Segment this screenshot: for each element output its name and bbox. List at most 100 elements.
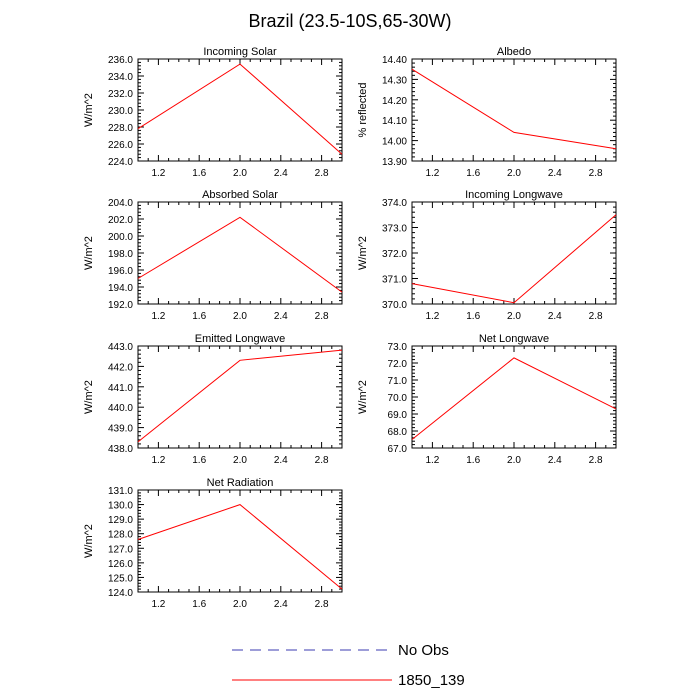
x-tick-label: 2.8 (315, 168, 329, 179)
x-tick-label: 2.0 (233, 311, 247, 322)
plot-frame (411, 201, 617, 305)
y-tick-label: 442.0 (108, 362, 133, 373)
y-tick-label: 200.0 (108, 232, 133, 243)
y-tick-label: 374.0 (382, 198, 407, 209)
y-tick-label: 14.30 (382, 75, 407, 86)
x-tick-label: 2.0 (233, 168, 247, 179)
y-tick-label: 232.0 (108, 89, 133, 100)
y-tick-label: 14.20 (382, 96, 407, 107)
y-axis-label: % reflected (357, 82, 369, 137)
y-tick-label: 14.40 (382, 55, 407, 66)
y-tick-label: 196.0 (108, 266, 133, 277)
chart-panels: Incoming Solar W/m^2 1.2 1.6 2.0 2.4 2.8 224.0 2… (83, 46, 617, 610)
chart-panel-7: Net Radiation W/m^2 1.2 1.6 2.0 2.4 2.8 124.0 12… (83, 477, 343, 610)
legend: No Obs 1850_139 (232, 642, 465, 689)
y-tick-label: 440.0 (108, 403, 133, 414)
series-line-1850_139 (137, 216, 343, 293)
x-tick-label: 2.4 (274, 311, 288, 322)
plot-frame (411, 345, 617, 449)
y-tick-label: 127.0 (108, 544, 133, 555)
x-tick-label: 1.6 (192, 455, 206, 466)
y-tick-label: 192.0 (108, 300, 133, 311)
plot-frame (137, 58, 343, 162)
y-tick-label: 126.0 (108, 559, 133, 570)
y-tick-label: 439.0 (108, 424, 133, 435)
x-tick-label: 2.0 (507, 455, 521, 466)
y-tick-label: 234.0 (108, 72, 133, 83)
y-axis-label: W/m^2 (83, 524, 95, 558)
y-tick-label: 370.0 (382, 300, 407, 311)
x-tick-label: 2.8 (315, 455, 329, 466)
x-tick-label: 1.6 (466, 455, 480, 466)
x-tick-label: 1.2 (151, 311, 165, 322)
chart-panel-6: Net Longwave W/m^2 1.2 1.6 2.0 2.4 2.8 67.0 68.0… (357, 333, 617, 466)
chart-title: Net Radiation (207, 477, 274, 489)
y-tick-label: 204.0 (108, 198, 133, 209)
chart-panel-5: Emitted Longwave W/m^2 1.2 1.6 2.0 2.4 2.8 438.… (83, 333, 343, 466)
series-line-1850_139 (411, 214, 617, 304)
x-tick-label: 1.2 (151, 168, 165, 179)
x-tick-label: 1.2 (151, 599, 165, 610)
y-tick-label: 71.0 (388, 376, 408, 387)
legend-label-1850-139: 1850_139 (398, 672, 465, 689)
y-axis-label: W/m^2 (83, 236, 95, 270)
series-line-1850_139 (137, 349, 343, 443)
x-tick-label: 2.0 (233, 599, 247, 610)
x-tick-label: 2.8 (315, 599, 329, 610)
chart-panel-2: Albedo % reflected 1.2 1.6 2.0 2.4 2.8 13.90 14.… (357, 46, 617, 179)
series-line-1850_139 (411, 357, 617, 440)
x-tick-label: 1.2 (151, 455, 165, 466)
x-tick-label: 1.2 (425, 168, 439, 179)
x-tick-label: 2.8 (589, 168, 603, 179)
page-title: Brazil (23.5-10S,65-30W) (248, 11, 451, 31)
y-tick-label: 373.0 (382, 224, 407, 235)
x-tick-label: 2.0 (507, 311, 521, 322)
y-tick-label: 236.0 (108, 55, 133, 66)
y-tick-label: 69.0 (388, 410, 408, 421)
y-tick-label: 230.0 (108, 106, 133, 117)
plot-frame (137, 489, 343, 593)
y-tick-label: 68.0 (388, 427, 408, 438)
chart-title: Albedo (497, 46, 531, 58)
x-tick-label: 2.4 (548, 455, 562, 466)
chart-title: Net Longwave (479, 333, 549, 345)
x-tick-label: 1.6 (466, 311, 480, 322)
chart-panel-3: Absorbed Solar W/m^2 1.2 1.6 2.0 2.4 2.8 192.0 1… (83, 189, 343, 322)
chart-title: Incoming Solar (203, 46, 277, 58)
x-tick-label: 2.0 (507, 168, 521, 179)
x-tick-label: 1.6 (192, 311, 206, 322)
x-tick-label: 2.4 (274, 599, 288, 610)
x-tick-label: 1.6 (192, 168, 206, 179)
chart-title: Incoming Longwave (465, 189, 563, 201)
x-tick-label: 1.2 (425, 311, 439, 322)
y-tick-label: 443.0 (108, 342, 133, 353)
y-tick-label: 124.0 (108, 588, 133, 599)
legend-label-no-obs: No Obs (398, 642, 449, 659)
y-tick-label: 131.0 (108, 486, 133, 497)
y-axis-label: W/m^2 (83, 93, 95, 127)
series-line-1850_139 (137, 63, 343, 155)
plot-frame (411, 58, 617, 162)
y-tick-label: 72.0 (388, 359, 408, 370)
y-tick-label: 14.10 (382, 116, 407, 127)
y-tick-label: 128.0 (108, 530, 133, 541)
y-tick-label: 13.90 (382, 157, 407, 168)
plot-frame (137, 345, 343, 449)
y-tick-label: 224.0 (108, 157, 133, 168)
y-axis-label: W/m^2 (83, 380, 95, 414)
y-axis-label: W/m^2 (357, 236, 369, 270)
x-tick-label: 2.4 (274, 168, 288, 179)
y-tick-label: 198.0 (108, 249, 133, 260)
series-line-1850_139 (137, 504, 343, 590)
x-tick-label: 1.6 (466, 168, 480, 179)
x-tick-label: 2.4 (548, 168, 562, 179)
chart-panel-4: Incoming Longwave W/m^2 1.2 1.6 2.0 2.4 2.8 370… (357, 189, 617, 322)
x-tick-label: 1.6 (192, 599, 206, 610)
y-axis-label: W/m^2 (357, 380, 369, 414)
y-tick-label: 194.0 (108, 283, 133, 294)
y-tick-label: 67.0 (388, 444, 408, 455)
y-tick-label: 228.0 (108, 123, 133, 134)
chart-title: Emitted Longwave (195, 333, 286, 345)
y-tick-label: 130.0 (108, 501, 133, 512)
